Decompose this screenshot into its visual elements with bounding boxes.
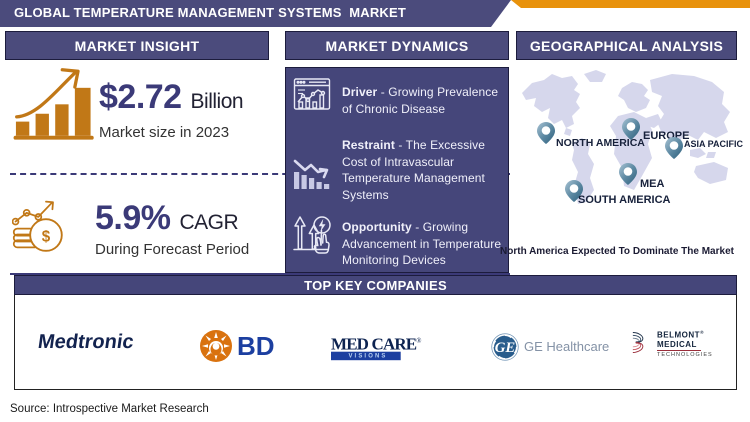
svg-text:GE: GE xyxy=(495,340,516,356)
svg-text:$: $ xyxy=(42,228,51,245)
